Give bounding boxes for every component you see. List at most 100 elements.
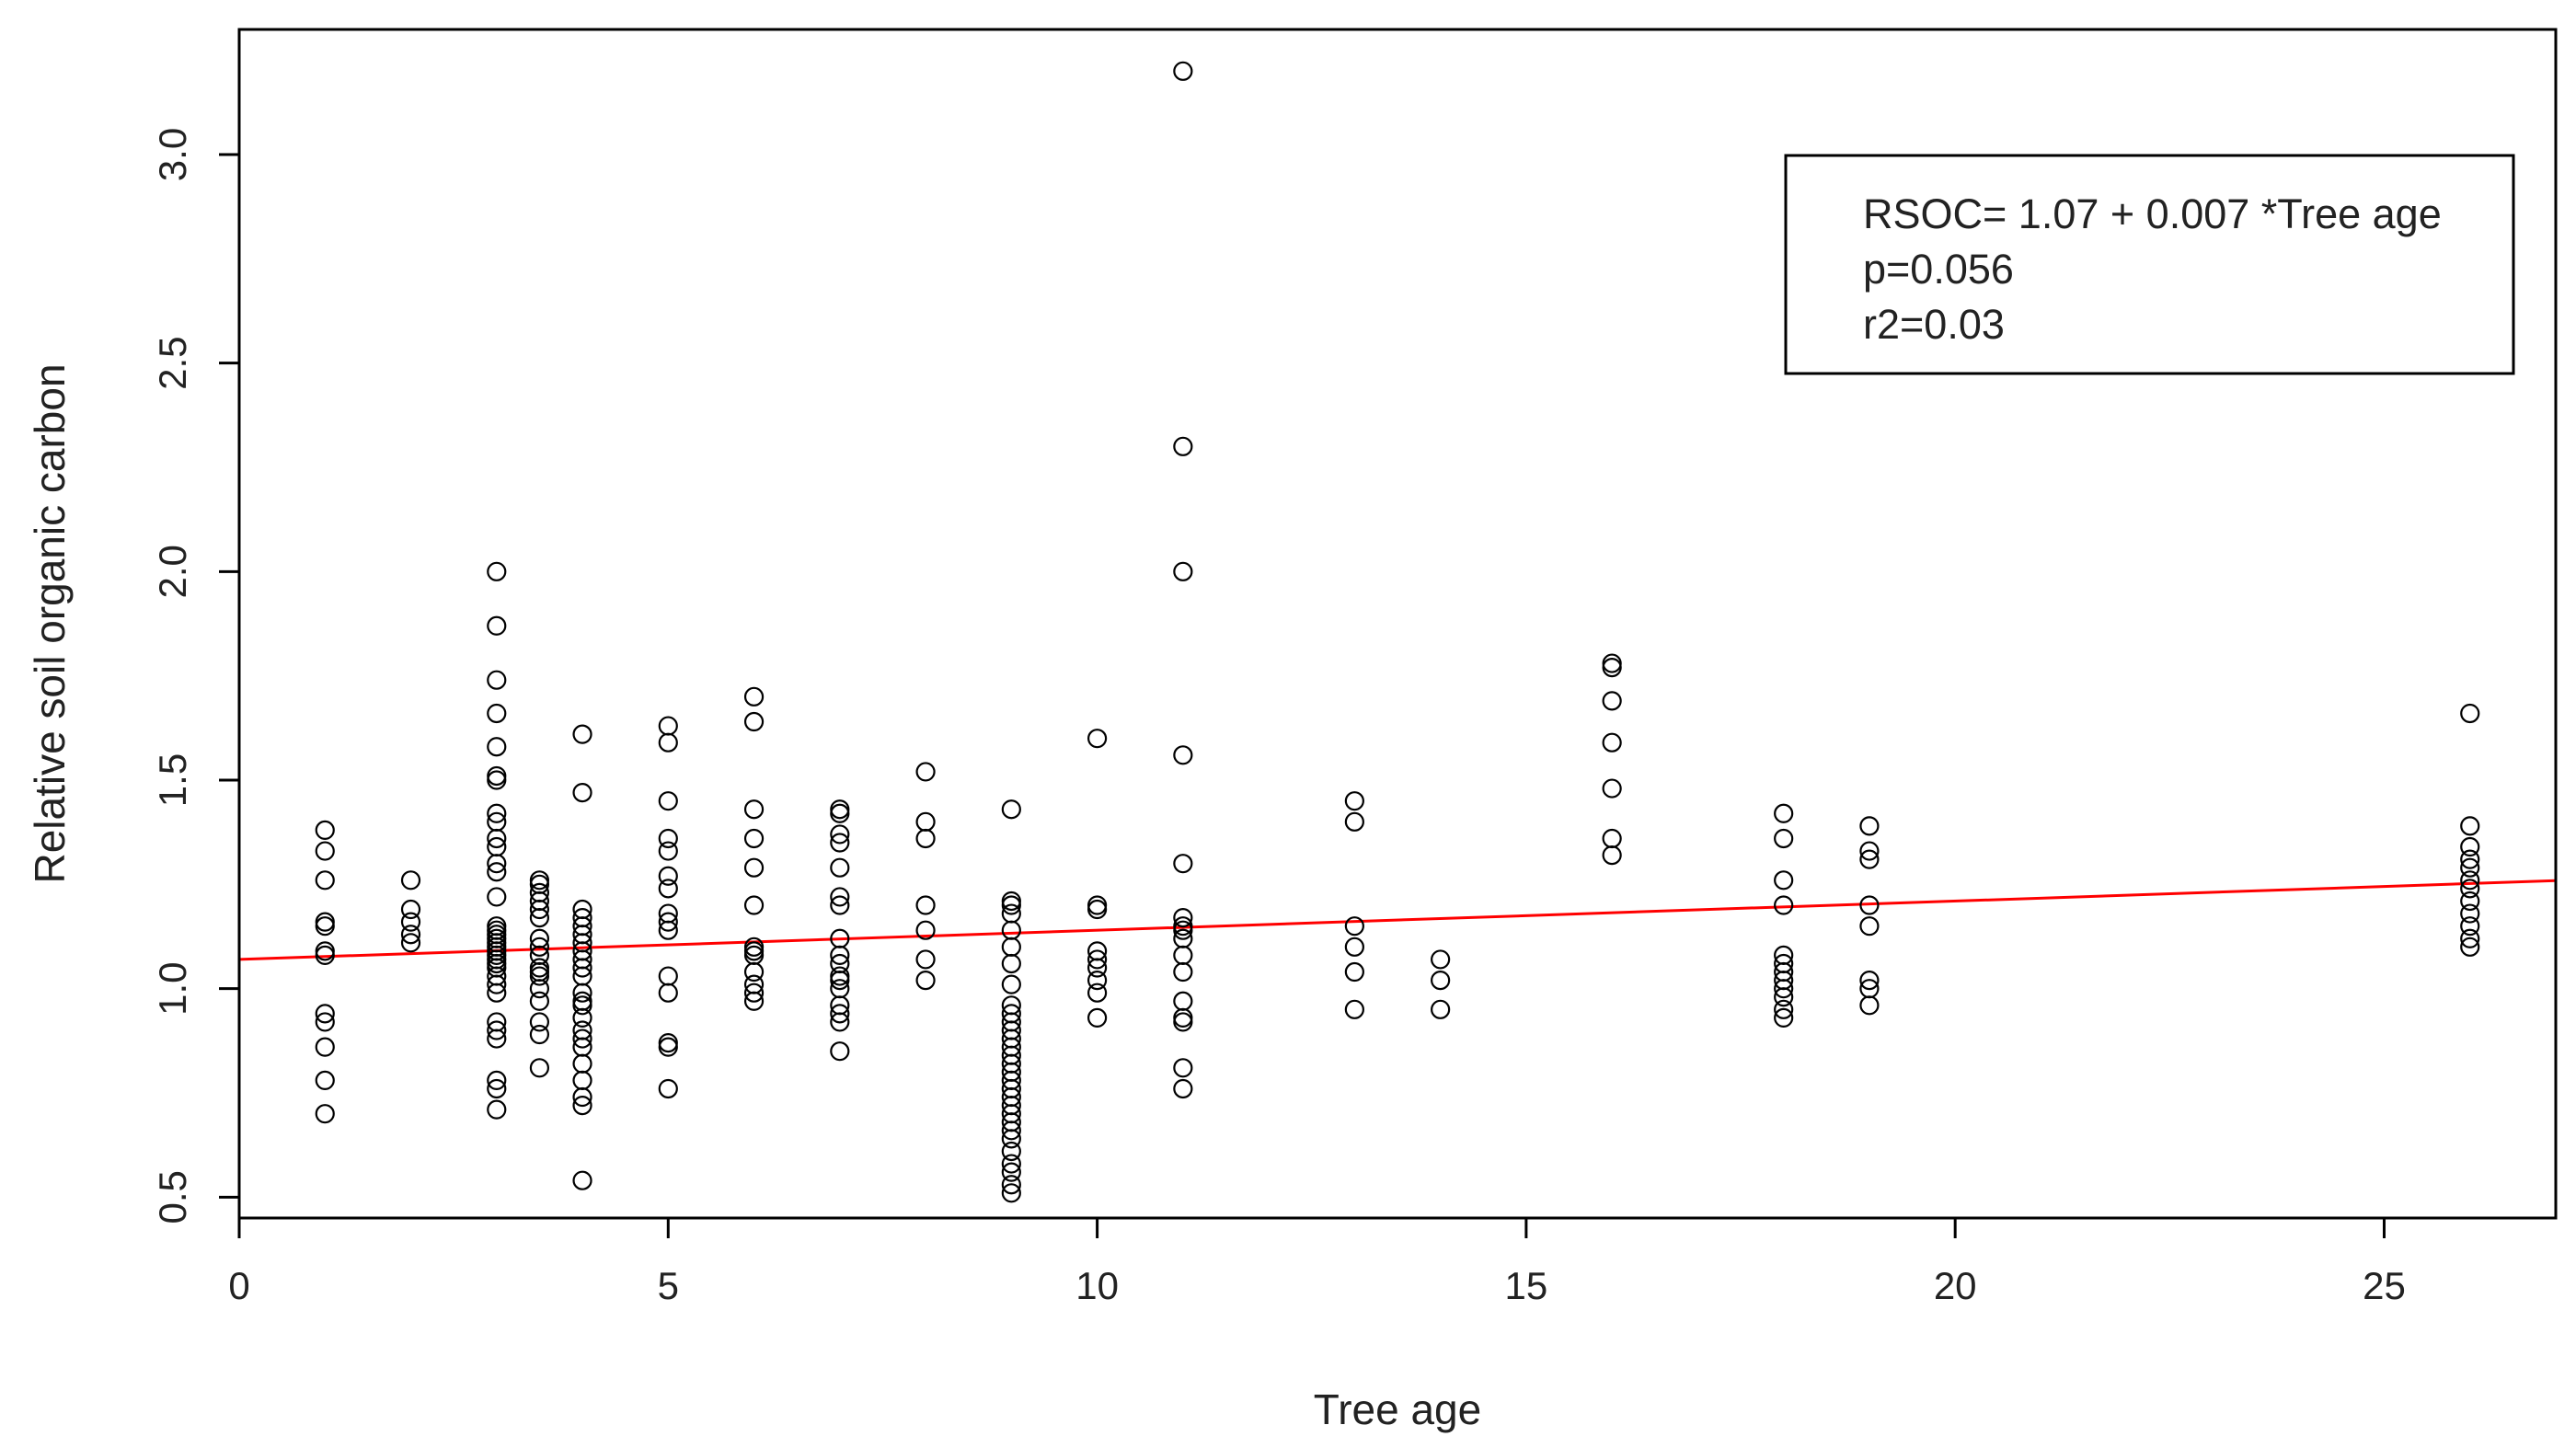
- data-point: [529, 1012, 550, 1032]
- data-point: [487, 561, 507, 581]
- data-point: [400, 925, 421, 945]
- data-point: [572, 724, 592, 744]
- data-point: [1344, 937, 1364, 957]
- data-point: [743, 983, 765, 1003]
- data-point: [315, 941, 335, 961]
- data-point: [487, 670, 507, 690]
- data-point: [529, 958, 550, 978]
- data-point: [1602, 691, 1622, 711]
- data-point: [830, 966, 850, 986]
- data-point: [487, 836, 507, 857]
- data-point: [1859, 895, 1880, 915]
- data-point: [658, 903, 678, 924]
- data-point: [487, 811, 507, 832]
- data-point: [1774, 895, 1794, 915]
- data-point: [915, 762, 936, 782]
- data-point: [2460, 849, 2480, 869]
- data-point: [1344, 916, 1364, 937]
- data-point: [830, 895, 850, 915]
- data-point: [487, 887, 507, 907]
- data-point: [2460, 891, 2480, 912]
- data-point: [1774, 803, 1794, 823]
- data-point: [658, 879, 678, 899]
- data-point: [743, 711, 765, 732]
- x-tick-label: 10: [1075, 1264, 1119, 1307]
- data-point: [743, 937, 765, 957]
- data-point: [1001, 891, 1021, 912]
- data-point: [915, 920, 936, 940]
- data-point: [743, 828, 765, 849]
- data-point: [572, 1170, 592, 1190]
- x-tick-label: 20: [1934, 1264, 1977, 1307]
- data-point: [529, 928, 550, 948]
- data-point: [1173, 907, 1193, 928]
- data-point: [529, 882, 550, 903]
- data-point: [1001, 1183, 1021, 1203]
- data-point: [2460, 903, 2480, 924]
- data-point: [315, 870, 335, 891]
- data-point: [487, 703, 507, 724]
- data-point: [1087, 983, 1108, 1003]
- data-point: [743, 974, 765, 994]
- data-point: [1173, 928, 1193, 948]
- data-point: [2460, 703, 2480, 724]
- data-point: [1001, 799, 1021, 820]
- data-point: [487, 1099, 507, 1120]
- data-point: [2460, 937, 2480, 957]
- data-point: [487, 1070, 507, 1091]
- data-point: [572, 991, 592, 1011]
- data-point: [1602, 653, 1622, 673]
- data-point: [830, 857, 850, 878]
- data-point: [1087, 895, 1108, 915]
- data-point: [1001, 1175, 1021, 1195]
- data-point: [1087, 941, 1108, 961]
- x-tick-label: 0: [228, 1264, 249, 1307]
- y-tick-label: 1.5: [151, 753, 194, 807]
- data-point: [529, 1058, 550, 1078]
- data-point: [315, 841, 335, 861]
- data-point: [487, 862, 507, 882]
- data-point: [1344, 791, 1364, 811]
- data-point: [400, 912, 421, 932]
- data-point: [1001, 903, 1021, 924]
- data-point: [487, 916, 507, 937]
- data-point: [1774, 828, 1794, 849]
- data-point: [1774, 945, 1794, 966]
- data-point: [529, 991, 550, 1011]
- data-point: [2460, 857, 2480, 878]
- data-point: [1001, 995, 1021, 1016]
- data-point: [1173, 1058, 1193, 1078]
- data-point: [658, 1078, 678, 1099]
- data-point: [830, 953, 850, 974]
- data-point: [743, 857, 765, 878]
- data-point: [315, 820, 335, 841]
- data-point: [1087, 729, 1108, 749]
- data-point: [658, 791, 678, 811]
- data-point: [915, 811, 936, 832]
- data-point: [830, 887, 850, 907]
- data-point: [1602, 778, 1622, 799]
- y-tick-label: 2.5: [151, 336, 194, 389]
- data-point: [529, 1024, 550, 1045]
- data-point: [830, 979, 850, 999]
- data-point: [830, 1041, 850, 1062]
- x-tick-label: 15: [1505, 1264, 1548, 1307]
- data-point: [572, 782, 592, 803]
- data-point: [572, 1095, 592, 1116]
- data-point: [658, 1032, 678, 1053]
- data-point: [487, 615, 507, 636]
- data-point: [1001, 1154, 1021, 1174]
- data-point: [830, 824, 850, 845]
- data-point: [315, 1037, 335, 1057]
- legend-p-value: p=0.056: [1863, 246, 2014, 293]
- data-point: [315, 1004, 335, 1024]
- data-point: [572, 907, 592, 928]
- data-point: [1001, 1004, 1021, 1024]
- legend-equation: RSOC= 1.07 + 0.007 *Tree age: [1863, 190, 2442, 237]
- data-point: [572, 899, 592, 920]
- data-point: [315, 1070, 335, 1091]
- data-point: [1859, 970, 1880, 991]
- data-point: [315, 1104, 335, 1124]
- regression-line: [238, 879, 2557, 961]
- data-point: [400, 933, 421, 953]
